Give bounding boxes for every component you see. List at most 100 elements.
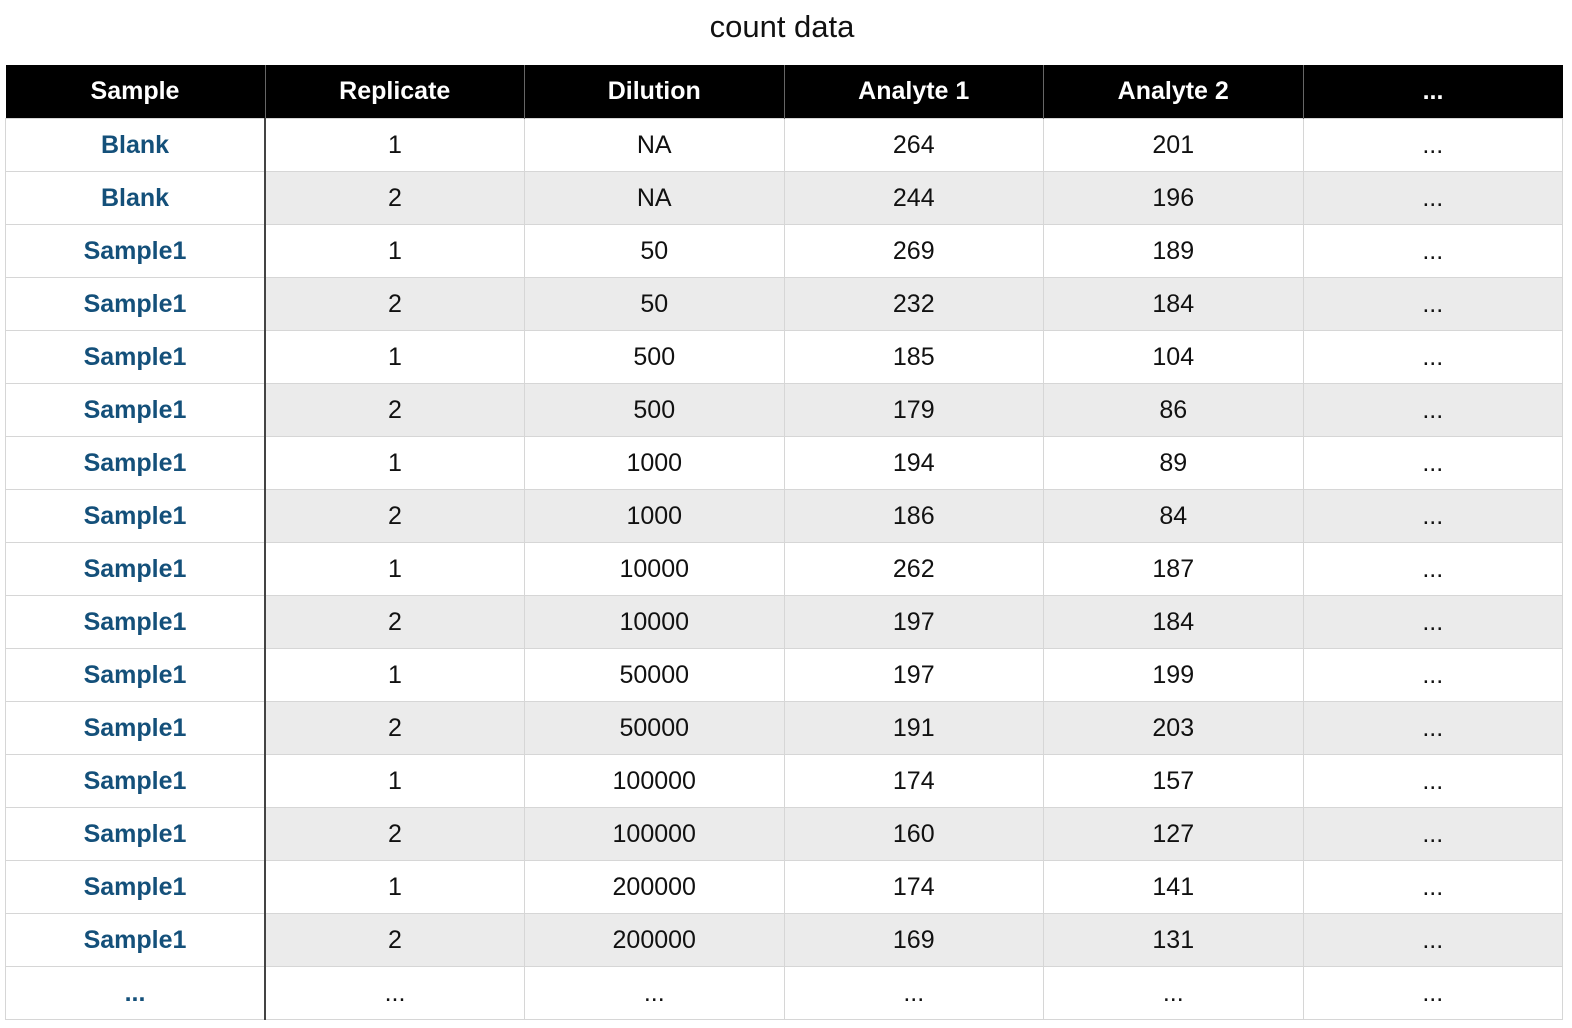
- cell-more: ...: [1302, 277, 1563, 331]
- cell-replicate: 1: [264, 648, 525, 702]
- cell-analyte-1: 197: [783, 648, 1044, 702]
- cell-dilution: 500: [524, 383, 784, 437]
- cell-sample: Sample1: [5, 277, 266, 331]
- table-row: Blank 1 NA 264 201...: [5, 118, 1563, 172]
- cell-dilution: NA: [524, 171, 784, 225]
- table-row: Sample1 2 50000 191 203...: [5, 701, 1563, 755]
- cell-more: ...: [1302, 542, 1563, 596]
- cell-dilution: 50000: [524, 648, 784, 702]
- cell-replicate: 2: [264, 701, 525, 755]
- cell-more: ...: [1302, 224, 1563, 278]
- cell-dilution: 10000: [524, 595, 784, 649]
- cell-analyte-1: 174: [783, 754, 1044, 808]
- cell-replicate: 2: [264, 489, 525, 543]
- cell-replicate: 2: [264, 807, 525, 861]
- cell-more: ...: [1302, 118, 1563, 172]
- cell-dilution: 200000: [524, 913, 784, 967]
- cell-replicate: 1: [264, 118, 525, 172]
- table-row: Sample1 1 10000 262 187...: [5, 542, 1563, 596]
- header-analyte-1: Analyte 1: [783, 65, 1044, 119]
- cell-dilution: 50: [524, 224, 784, 278]
- table-row: Blank 2 NA 244 196...: [5, 171, 1563, 225]
- cell-replicate: 2: [264, 595, 525, 649]
- cell-dilution: ...: [524, 966, 784, 1020]
- cell-analyte-2: 86: [1043, 383, 1303, 437]
- cell-sample: Sample1: [5, 489, 266, 543]
- cell-replicate: 1: [264, 542, 525, 596]
- cell-more: ...: [1302, 754, 1563, 808]
- table-row: Sample1 1 50000 197 199...: [5, 648, 1563, 702]
- cell-sample: Sample1: [5, 860, 266, 914]
- cell-analyte-2: 104: [1043, 330, 1303, 384]
- table-row: Sample1 1 500 185 104...: [5, 330, 1563, 384]
- cell-replicate: 2: [264, 913, 525, 967]
- cell-more: ...: [1302, 648, 1563, 702]
- cell-more: ...: [1302, 807, 1563, 861]
- cell-dilution: 200000: [524, 860, 784, 914]
- cell-analyte-1: 174: [783, 860, 1044, 914]
- cell-analyte-1: 185: [783, 330, 1044, 384]
- cell-analyte-2: 184: [1043, 277, 1303, 331]
- cell-dilution: 50000: [524, 701, 784, 755]
- cell-sample: Sample1: [5, 913, 266, 967]
- table-row: Sample1 2 1000 186 84...: [5, 489, 1563, 543]
- cell-more: ...: [1302, 383, 1563, 437]
- table-body: Blank 1 NA 264 201... Blank 2 NA 244 196... Sample…: [5, 118, 1563, 1020]
- cell-analyte-2: 199: [1043, 648, 1303, 702]
- table-row: Sample1 2 10000 197 184...: [5, 595, 1563, 649]
- cell-analyte-2: ...: [1043, 966, 1303, 1020]
- cell-sample: Sample1: [5, 542, 266, 596]
- cell-replicate: 1: [264, 224, 525, 278]
- table-row: Sample1 2 50 232 184...: [5, 277, 1563, 331]
- table-row: Sample1 1 50 269 189...: [5, 224, 1563, 278]
- cell-sample: Sample1: [5, 754, 266, 808]
- cell-replicate: 1: [264, 436, 525, 490]
- table-row: Sample1 2 500 179 86...: [5, 383, 1563, 437]
- table-row: Sample1 2 100000 160 127...: [5, 807, 1563, 861]
- cell-analyte-1: 269: [783, 224, 1044, 278]
- page-title: count data: [709, 9, 855, 44]
- cell-sample: Blank: [5, 118, 266, 172]
- header-dilution: Dilution: [524, 65, 784, 119]
- cell-analyte-2: 84: [1043, 489, 1303, 543]
- cell-sample: Sample1: [5, 807, 266, 861]
- cell-analyte-1: 197: [783, 595, 1044, 649]
- cell-analyte-1: ...: [783, 966, 1044, 1020]
- cell-analyte-1: 186: [783, 489, 1044, 543]
- cell-sample: Sample1: [5, 330, 266, 384]
- cell-sample: Sample1: [5, 648, 266, 702]
- cell-analyte-2: 127: [1043, 807, 1303, 861]
- cell-dilution: 500: [524, 330, 784, 384]
- cell-sample: Sample1: [5, 383, 266, 437]
- cell-sample: Sample1: [5, 224, 266, 278]
- cell-dilution: 1000: [524, 436, 784, 490]
- cell-analyte-2: 131: [1043, 913, 1303, 967]
- cell-more: ...: [1302, 860, 1563, 914]
- cell-more: ...: [1302, 966, 1563, 1020]
- cell-replicate: 1: [264, 860, 525, 914]
- cell-analyte-2: 89: [1043, 436, 1303, 490]
- cell-more: ...: [1302, 913, 1563, 967]
- cell-more: ...: [1302, 489, 1563, 543]
- cell-analyte-1: 169: [783, 913, 1044, 967]
- cell-sample: Sample1: [5, 701, 266, 755]
- cell-analyte-1: 194: [783, 436, 1044, 490]
- cell-analyte-2: 187: [1043, 542, 1303, 596]
- cell-analyte-1: 262: [783, 542, 1044, 596]
- header-row: Sample Replicate Dilution Analyte 1 Anal…: [5, 65, 1563, 119]
- cell-analyte-1: 264: [783, 118, 1044, 172]
- cell-replicate: 2: [264, 383, 525, 437]
- count-data-table: Sample Replicate Dilution Analyte 1 Anal…: [5, 65, 1563, 1020]
- cell-analyte-2: 157: [1043, 754, 1303, 808]
- cell-analyte-2: 196: [1043, 171, 1303, 225]
- cell-sample: ...: [5, 966, 266, 1020]
- cell-dilution: 1000: [524, 489, 784, 543]
- cell-analyte-2: 201: [1043, 118, 1303, 172]
- cell-analyte-1: 160: [783, 807, 1044, 861]
- cell-dilution: 10000: [524, 542, 784, 596]
- cell-analyte-1: 244: [783, 171, 1044, 225]
- cell-dilution: NA: [524, 118, 784, 172]
- header-replicate: Replicate: [264, 65, 525, 119]
- cell-replicate: 2: [264, 277, 525, 331]
- cell-replicate: ...: [264, 966, 525, 1020]
